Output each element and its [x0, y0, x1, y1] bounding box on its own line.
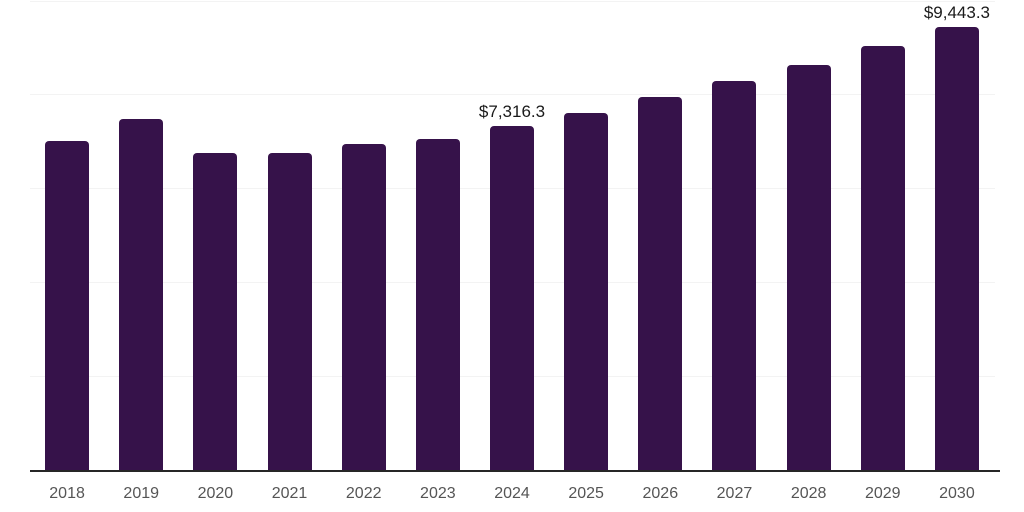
bar-2024	[490, 126, 534, 470]
x-tick-2025: 2025	[568, 485, 604, 502]
x-tick-2021: 2021	[271, 485, 308, 502]
x-tick-2029: 2029	[864, 485, 901, 502]
x-tick-2026: 2026	[642, 485, 679, 502]
bar-2030	[934, 26, 979, 470]
x-tick-2022: 2022	[345, 485, 382, 502]
x-tick-2028: 2028	[790, 485, 827, 502]
bar-value-label-2030: $9,443.3	[923, 2, 991, 22]
x-tick-2019: 2019	[123, 485, 160, 502]
bar-2026	[638, 96, 683, 470]
bar-2021	[267, 152, 312, 470]
bar-2029	[860, 46, 905, 470]
bar-2027	[712, 81, 757, 470]
gridline-10000	[30, 0, 995, 2]
x-tick-2024: 2024	[494, 485, 530, 502]
x-axis-line	[30, 470, 1000, 472]
x-tick-2018: 2018	[49, 485, 85, 502]
bar-2020	[193, 152, 238, 470]
bar-2018	[45, 141, 90, 470]
bar-2028	[786, 64, 831, 470]
bar-2022	[341, 144, 386, 470]
bar-2025	[564, 112, 609, 470]
x-tick-2027: 2027	[716, 485, 753, 502]
x-tick-2020: 2020	[197, 485, 234, 502]
bar-2023	[415, 139, 460, 470]
x-tick-2030: 2030	[939, 485, 975, 502]
gridline-8000	[30, 94, 995, 96]
bar-value-label-2024: $7,316.3	[478, 102, 546, 122]
bar-2019	[119, 119, 164, 470]
x-tick-2023: 2023	[420, 485, 456, 502]
